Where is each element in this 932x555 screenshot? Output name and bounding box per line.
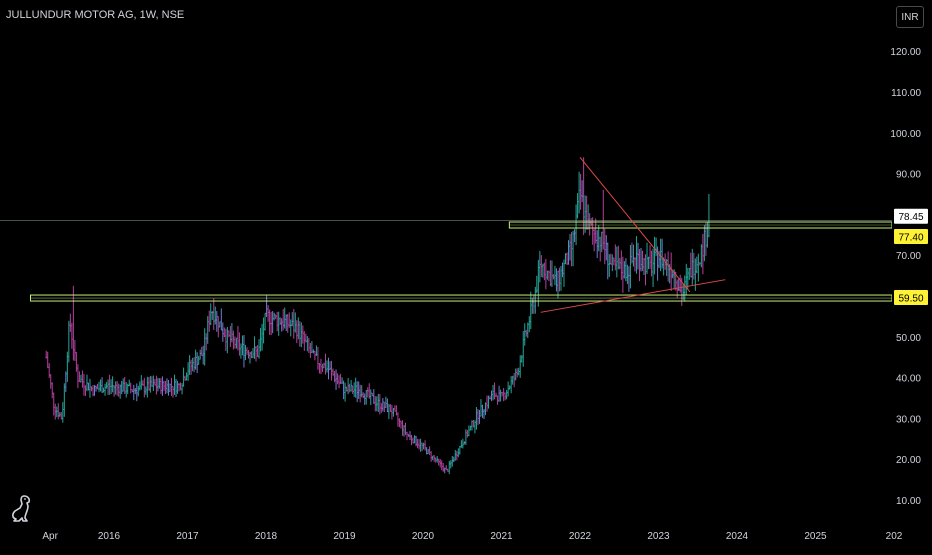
trendline-0	[579, 156, 691, 293]
price-badge-1	[894, 229, 928, 245]
y-tick-label-9: 100.00	[890, 129, 921, 140]
price-badge-label-2: 59.50	[898, 294, 923, 305]
x-tick-label-8: 2023	[647, 531, 670, 542]
x-tick-label-0: Apr	[42, 531, 58, 542]
x-tick-label-9: 2024	[726, 531, 749, 542]
x-tick-label-10: 2025	[804, 531, 827, 542]
x-tick-label-11: 202	[886, 531, 903, 542]
x-tick-label-1: 2016	[98, 531, 121, 542]
currency-button[interactable]: INR	[896, 6, 924, 28]
x-tick-label-6: 2021	[490, 531, 513, 542]
y-axis-background	[892, 0, 932, 550]
y-tick-label-6: 70.00	[896, 251, 921, 262]
candles-layer	[45, 157, 710, 475]
x-tick-label-2: 2017	[176, 531, 199, 542]
y-tick-label-2: 30.00	[896, 414, 921, 425]
x-tick-label-5: 2020	[412, 531, 435, 542]
y-tick-label-10: 110.00	[891, 88, 921, 99]
y-tick-label-1: 20.00	[896, 455, 921, 466]
price-badge-0	[894, 208, 928, 224]
chart-title: JULLUNDUR MOTOR AG, 1W, NSE	[6, 9, 185, 21]
price-badge-2	[894, 290, 928, 306]
y-tick-label-11: 120.00	[890, 47, 921, 58]
y-tick-label-3: 40.00	[896, 374, 921, 385]
x-tick-label-7: 2022	[569, 531, 592, 542]
y-tick-label-8: 90.00	[896, 170, 921, 181]
trendlines-layer	[540, 156, 726, 313]
x-tick-label-3: 2018	[255, 531, 278, 542]
price-badges: 78.45 77.40 59.50	[894, 208, 928, 306]
y-tick-label-0: 10.00	[896, 496, 921, 507]
y-tick-label-4: 50.00	[896, 333, 921, 344]
trendline-1	[540, 279, 726, 313]
x-tick-label-4: 2019	[333, 531, 356, 542]
dinosaur-logo-icon[interactable]	[10, 494, 36, 524]
x-axis: Apr 2016 2017 2018 2019 2020 2021 2022 2023 2024 2…	[42, 531, 902, 542]
y-axis: 10.0020.0030.0040.0050.0060.0070.0080.00…	[890, 0, 932, 550]
price-badge-label-0: 78.45	[898, 212, 923, 223]
price-badge-label-1: 77.40	[898, 233, 923, 244]
levels-layer	[0, 220, 893, 302]
